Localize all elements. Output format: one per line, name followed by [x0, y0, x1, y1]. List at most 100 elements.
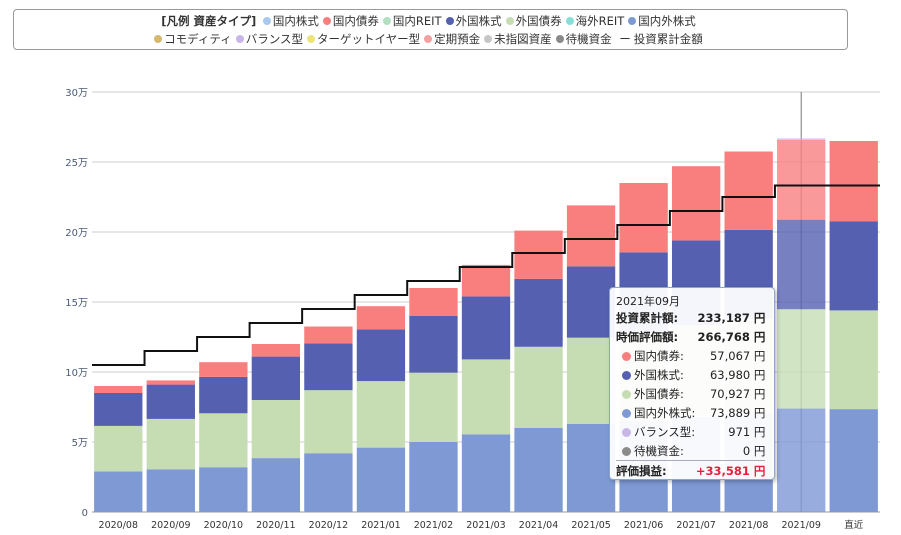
x-tick-label: 2021/06	[624, 520, 663, 531]
legend-item[interactable]: 国内債券	[322, 13, 379, 29]
tooltip-table: 投資累計額: 233,187 円時価評価額: 266,768 円国内債券: 57,06…	[616, 308, 766, 480]
legend-item[interactable]: 国内外株式	[628, 13, 696, 29]
tooltip-value: 266,768 円	[697, 329, 766, 344]
legend-label: バランス型	[245, 32, 303, 46]
y-tick-label: 15万	[65, 298, 88, 309]
legend-row-1: [凡例 資産タイプ] 国内株式 国内債券 国内REIT 外国株式 外国債券 海外REIT 国…	[14, 13, 847, 29]
series-dot-icon	[622, 389, 631, 399]
tooltip-value: 73,889 円	[709, 405, 766, 420]
legend-label: 国内株式	[272, 14, 319, 28]
legend-dot-icon	[154, 35, 163, 43]
bar-segment	[777, 139, 826, 220]
bar-segment	[356, 306, 406, 330]
legend-item[interactable]: バランス型	[235, 31, 303, 47]
x-tick-label: 2020/09	[151, 520, 190, 531]
legend-item[interactable]: 未指図資産	[484, 31, 552, 47]
x-tick-label: 直近	[844, 519, 864, 531]
legend-item[interactable]: 海外REIT	[565, 13, 625, 29]
legend-label: 定期預金	[434, 32, 481, 46]
legend-item[interactable]: 待機資金	[555, 31, 612, 47]
bar-segment	[146, 380, 195, 385]
series-dot-icon	[622, 351, 631, 361]
legend-item[interactable]: 国内株式	[262, 13, 319, 29]
bar-segment	[94, 471, 143, 512]
x-tick-label: 2021/09	[781, 520, 820, 531]
tooltip-label: 外国株式:	[634, 367, 684, 382]
legend-dot-icon	[445, 17, 454, 25]
bar-segment	[199, 467, 248, 512]
tooltip-label: 投資累計額:	[616, 310, 679, 325]
bar-segment	[566, 337, 616, 424]
legend-label: 国内債券	[332, 14, 379, 28]
bar-segment	[829, 409, 878, 512]
legend-item[interactable]: ターゲットイヤー型	[306, 31, 420, 47]
bar-segment	[514, 346, 563, 428]
bar-segment	[514, 230, 563, 279]
tooltip-label: 国内外株式:	[634, 405, 696, 420]
legend-dot-icon	[484, 35, 493, 43]
legend-item[interactable]: 外国株式	[445, 13, 502, 29]
investment-step-line	[92, 184, 880, 366]
legend-dot-icon	[555, 35, 564, 43]
pl-label: 評価損益:	[616, 460, 696, 480]
tooltip-label: 外国債券:	[634, 386, 684, 401]
x-tick-label: 2021/03	[466, 520, 505, 531]
bar-segment	[199, 362, 248, 377]
x-tick-label: 2021/08	[729, 520, 768, 531]
legend-item[interactable]: 定期預金	[424, 31, 480, 47]
bar-segment	[514, 428, 563, 512]
tooltip-label: 待機資金:	[634, 443, 684, 458]
legend-dot-icon	[424, 35, 433, 43]
tooltip-row: 外国債券: 70,927 円	[616, 384, 765, 403]
legend-item[interactable]: コモディティ	[154, 31, 232, 47]
legend-label: 外国株式	[455, 14, 502, 28]
bar-segment	[724, 151, 773, 230]
bar-segment	[94, 425, 143, 472]
y-tick-label: 0	[82, 508, 88, 519]
bar-segment	[356, 329, 406, 382]
legend-title: [凡例 資産タイプ]	[161, 14, 257, 28]
legend-item[interactable]: 外国債券	[505, 13, 562, 29]
tooltip-value: 70,927 円	[709, 386, 766, 401]
x-tick-label: 2020/08	[99, 520, 138, 531]
legend-dot-icon	[322, 17, 331, 25]
bar-segment	[829, 221, 878, 311]
bar-segment	[777, 219, 826, 310]
bar-segment	[671, 166, 721, 241]
pl-value: +33,581 円	[695, 460, 766, 480]
series-dot-icon	[622, 370, 631, 380]
series-dot-icon	[622, 446, 631, 456]
y-tick-label: 20万	[65, 228, 88, 239]
tooltip-value: 0 円	[742, 443, 766, 458]
bar-segment	[409, 288, 458, 316]
legend-dot-icon	[306, 35, 315, 43]
legend-dot-icon	[628, 17, 637, 25]
line-legend-icon: ー	[619, 32, 631, 46]
legend-item-line[interactable]: ー投資累計金額	[619, 32, 703, 46]
legend-label: 海外REIT	[575, 14, 625, 28]
y-tick-label: 30万	[65, 88, 88, 99]
bar-segment	[777, 138, 826, 140]
tooltip: 2021年09月 投資累計額: 233,187 円時価評価額: 266,768 円国…	[609, 287, 775, 480]
tooltip-date: 2021年09月	[616, 295, 680, 308]
y-tick-label: 5万	[72, 438, 88, 449]
legend-label: 国内REIT	[392, 14, 442, 28]
bar-segment	[409, 372, 458, 442]
bar-segment	[199, 413, 248, 468]
y-tick-label: 25万	[65, 158, 88, 169]
x-tick-label: 2020/10	[204, 520, 243, 531]
tooltip-value: 57,067 円	[709, 348, 766, 363]
x-tick-label: 2021/02	[414, 520, 453, 531]
legend-item[interactable]: 国内REIT	[382, 13, 442, 29]
tooltip-row: 国内債券: 57,067 円	[616, 346, 765, 365]
bar-segment	[199, 376, 248, 414]
bar-segment	[304, 390, 353, 454]
tooltip-row: 投資累計額: 233,187 円	[616, 308, 765, 327]
bar-segment	[829, 141, 878, 222]
tooltip-value: 233,187 円	[697, 310, 766, 325]
bar-segment	[514, 278, 563, 347]
bar-segment	[777, 408, 826, 512]
x-tick-label: 2021/05	[571, 520, 610, 531]
tooltip-row: 外国株式: 63,980 円	[616, 365, 765, 384]
